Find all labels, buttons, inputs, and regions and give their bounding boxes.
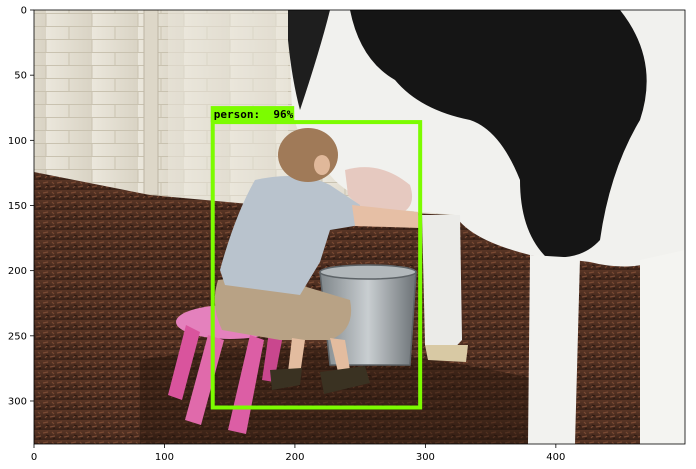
child-shorts [214,278,352,340]
child-arm [352,205,420,228]
drainpipe [143,10,159,196]
udder [345,167,413,215]
x-tick-label: 300 [416,452,435,463]
detection-box [210,120,423,410]
photo [34,10,685,444]
y-axis: 0 50 100 150 200 250 300 [8,6,34,407]
x-tick-label: 0 [31,452,37,463]
cow [288,10,685,444]
child-shirt [220,176,360,295]
child [214,128,420,394]
y-tick-label: 200 [8,266,27,277]
cow-rear-leg [528,255,580,444]
y-tick-label: 300 [8,396,27,407]
x-tick-label: 400 [546,452,565,463]
child-head [278,128,338,182]
child-sandal [270,368,302,390]
child-sandal-2 [320,366,370,394]
cow-hoof [425,345,468,362]
cow-black-patch [350,10,647,258]
detection-label: person: 96% [214,108,294,121]
child-leg [288,338,305,375]
y-tick-label: 150 [8,201,27,212]
y-tick-label: 50 [14,71,27,82]
x-axis: 0 100 200 300 400 [31,444,565,463]
detection-label-background [210,106,295,123]
x-tick-label: 100 [155,452,174,463]
y-tick-label: 0 [21,6,27,17]
cow-front-leg [422,215,462,355]
y-tick-label: 100 [8,136,27,147]
y-tick-label: 250 [8,331,27,342]
detection-overlay: person: 96% [210,106,423,410]
child-leg-2 [330,338,350,372]
cow-black-patch-2 [288,10,330,110]
x-tick-label: 200 [285,452,304,463]
axes-frame [33,9,686,445]
child-ear [314,155,330,175]
cow-rear-leg-2 [640,250,685,444]
